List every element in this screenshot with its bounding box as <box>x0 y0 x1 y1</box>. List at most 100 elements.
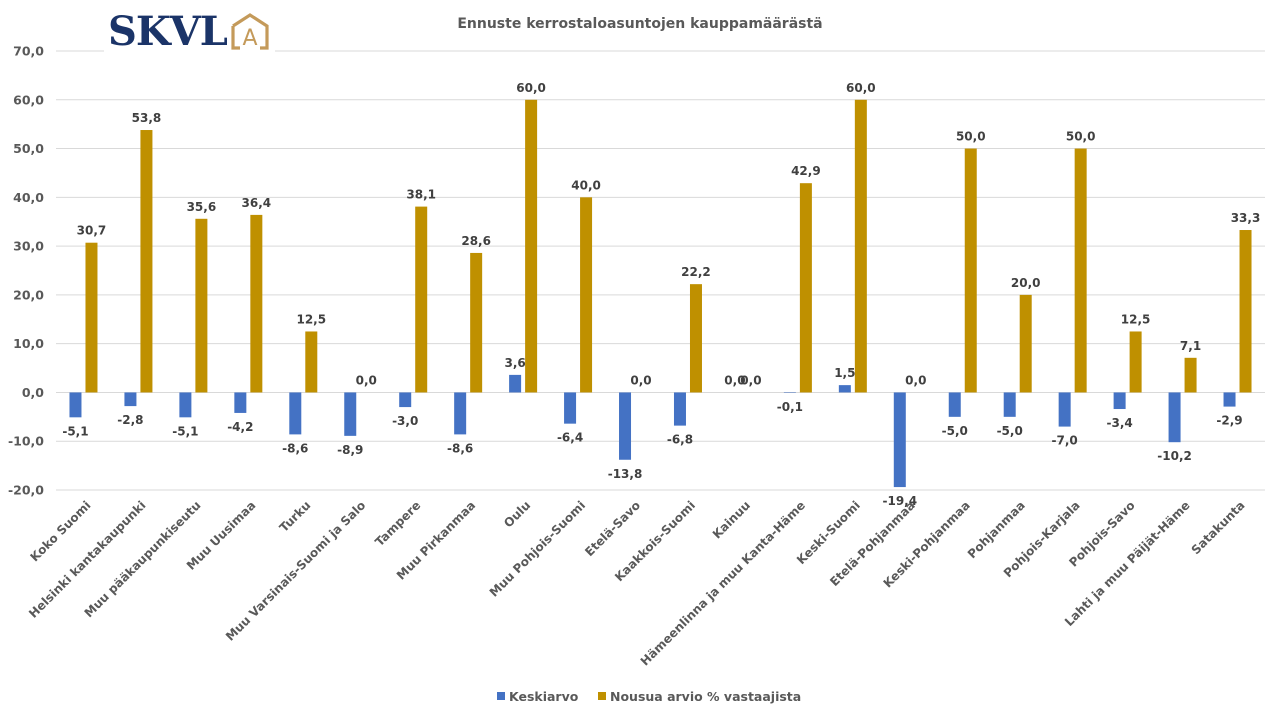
bar-nousua <box>1074 148 1087 393</box>
legend-swatch-keskiarvo <box>497 692 505 700</box>
data-label: 33,3 <box>1231 211 1261 225</box>
x-tick-label: Etelä-Savo <box>582 498 643 559</box>
bar-keskiarvo <box>124 392 137 407</box>
data-label: -5,1 <box>172 424 198 438</box>
bar-keskiarvo <box>289 392 302 435</box>
data-label: 0,0 <box>740 373 761 387</box>
y-tick-label: 10,0 <box>13 336 44 351</box>
x-tick-label: Tampere <box>372 498 423 549</box>
y-axis: -20,0 -10,0 0,0 10,0 20,0 30,0 40,0 50,0 60,0 70,… <box>8 44 44 498</box>
bar-nousua <box>470 252 483 393</box>
bar-nousua <box>140 130 153 393</box>
bar-nousua <box>305 331 318 393</box>
bar-keskiarvo <box>1058 392 1071 427</box>
data-label: 60,0 <box>846 81 876 95</box>
y-tick-label: 40,0 <box>13 190 44 205</box>
legend: Keskiarvo Nousua arvio % vastaajista <box>497 689 801 704</box>
y-tick-label: 30,0 <box>13 239 44 254</box>
data-label: -5,0 <box>942 424 968 438</box>
x-tick-label: Kainuu <box>710 498 753 541</box>
bar-keskiarvo <box>1113 392 1126 410</box>
bar-keskiarvo <box>948 392 961 417</box>
bar-keskiarvo <box>344 392 357 436</box>
data-label: -0,1 <box>777 400 803 414</box>
data-label: 53,8 <box>132 111 162 125</box>
bar-nousua <box>1019 294 1032 393</box>
data-label: 36,4 <box>242 196 272 210</box>
bar-nousua <box>85 242 98 393</box>
bar-nousua <box>1239 230 1252 393</box>
bar-keskiarvo <box>1168 392 1181 443</box>
legend-label-nousua: Nousua arvio % vastaajista <box>610 689 801 704</box>
bar-nousua <box>799 183 812 393</box>
y-tick-label: 0,0 <box>22 385 44 400</box>
y-tick-label: -10,0 <box>8 434 44 449</box>
bar-nousua <box>1184 357 1197 393</box>
x-tick-label: Satakunta <box>1189 498 1248 557</box>
data-label: -4,2 <box>227 420 253 434</box>
bar-nousua <box>250 214 263 393</box>
x-tick-label: Oulu <box>501 498 533 530</box>
bar-keskiarvo <box>509 374 522 393</box>
data-label: -8,6 <box>282 441 308 455</box>
bar-nousua <box>525 99 538 393</box>
data-label: -8,9 <box>337 443 363 457</box>
bar-keskiarvo <box>619 392 632 460</box>
bar-nousua <box>195 218 208 393</box>
x-tick-label: Turku <box>277 498 314 535</box>
data-label: 60,0 <box>516 81 546 95</box>
bar-keskiarvo <box>399 392 412 408</box>
data-label: 50,0 <box>956 130 986 144</box>
bar-nousua <box>964 148 977 393</box>
bar-keskiarvo <box>673 392 686 426</box>
y-tick-label: 60,0 <box>13 92 44 107</box>
x-tick-label: Muu Pohjois-Suomi <box>487 498 588 599</box>
data-label: 50,0 <box>1066 130 1096 144</box>
bar-nousua <box>580 197 593 393</box>
data-labels: -5,1 -2,8 -5,1 -4,2 -8,6 -8,9 -3,0 -8,6 3,6 -6,4 -… <box>62 81 1260 508</box>
data-label: 30,7 <box>77 224 107 238</box>
y-tick-label: -20,0 <box>8 483 44 498</box>
bar-keskiarvo <box>69 392 82 418</box>
bar-nousua <box>689 284 702 393</box>
data-label: -2,9 <box>1216 414 1242 428</box>
data-label: 38,1 <box>406 188 436 202</box>
data-label: 7,1 <box>1180 339 1201 353</box>
data-label: 22,2 <box>681 265 711 279</box>
data-label: 0,0 <box>905 373 926 387</box>
data-label: -5,0 <box>997 424 1023 438</box>
data-label: 0,0 <box>630 373 651 387</box>
logo: SKVL A <box>104 12 275 52</box>
data-label: 35,6 <box>187 200 217 214</box>
data-label: 12,5 <box>1121 312 1151 326</box>
data-label: -6,4 <box>557 431 583 445</box>
bar-nousua <box>854 99 867 393</box>
data-label: 28,6 <box>461 234 491 248</box>
data-label: 12,5 <box>296 312 326 326</box>
bar-keskiarvo <box>838 385 851 393</box>
data-label: 20,0 <box>1011 276 1041 290</box>
data-label: 40,0 <box>571 178 601 192</box>
bar-keskiarvo <box>454 392 467 435</box>
data-label: -10,2 <box>1157 449 1192 463</box>
bar-keskiarvo <box>564 392 577 424</box>
bars <box>69 99 1252 488</box>
chart-title: Ennuste kerrostaloasuntojen kauppamääräs… <box>457 16 822 32</box>
house-logo-icon: A <box>231 13 269 51</box>
y-tick-label: 50,0 <box>13 141 44 156</box>
bar-keskiarvo <box>1223 392 1236 407</box>
logo-text: SKVL <box>108 8 228 55</box>
data-label: 0,0 <box>356 373 377 387</box>
data-label: -3,4 <box>1106 416 1132 430</box>
x-tick-label: Muu pääkaupunkiseutu <box>82 498 204 620</box>
legend-label-keskiarvo: Keskiarvo <box>509 689 579 704</box>
bar-keskiarvo <box>893 392 906 488</box>
x-tick-label: Helsinki kantakaupunki <box>26 498 148 620</box>
data-label: -13,8 <box>608 467 643 481</box>
data-label: -8,6 <box>447 441 473 455</box>
data-label: 42,9 <box>791 164 821 178</box>
data-label: 0,0 <box>724 373 745 387</box>
y-tick-label: 20,0 <box>13 287 44 302</box>
